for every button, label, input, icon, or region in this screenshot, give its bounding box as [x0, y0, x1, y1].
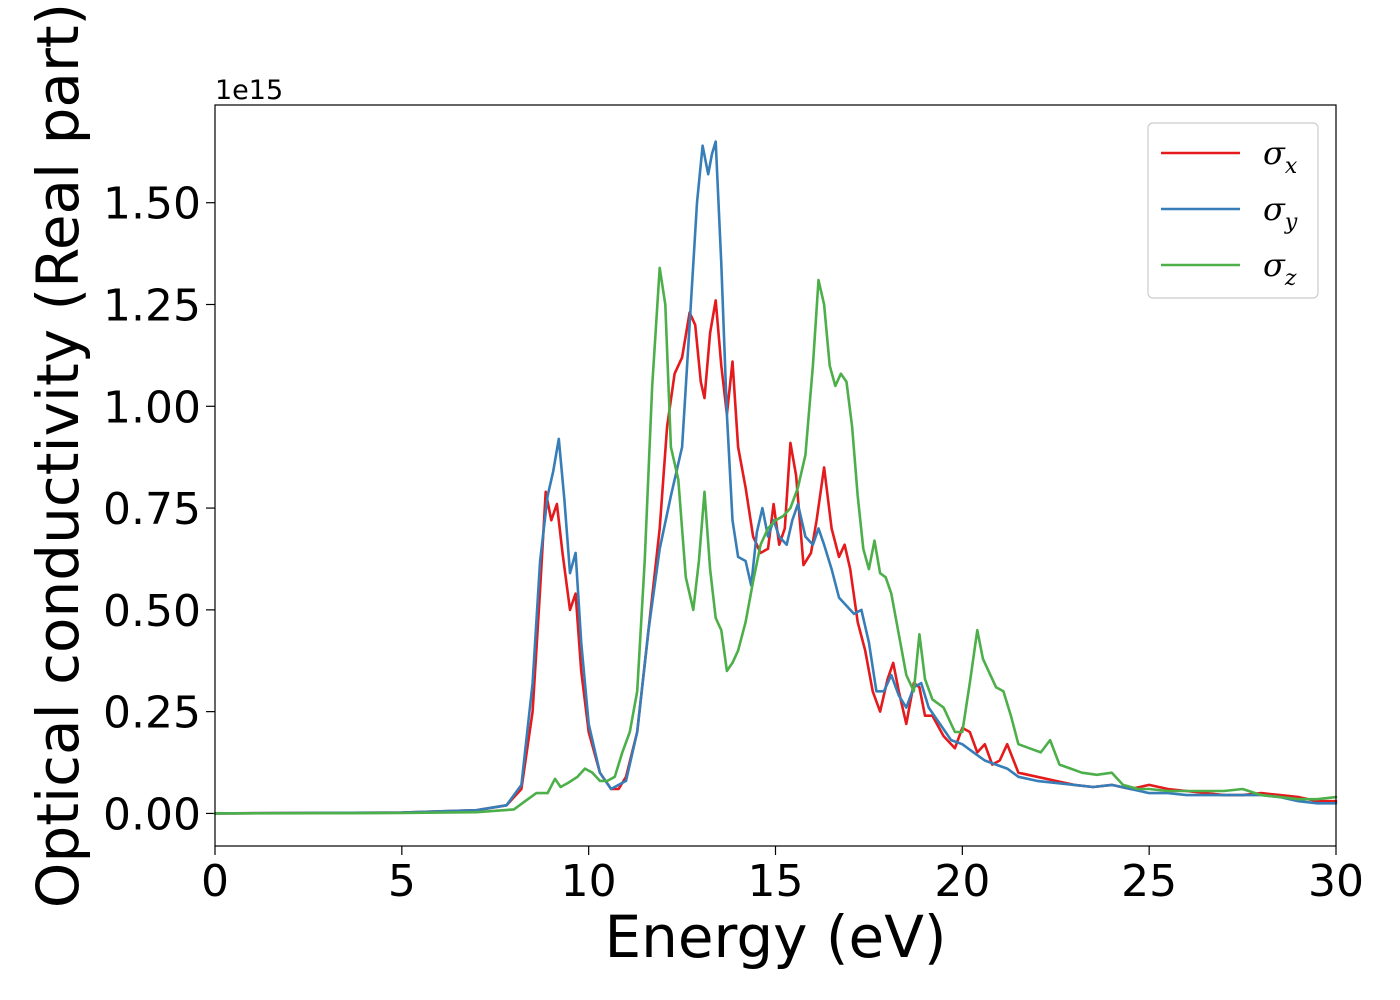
x-tick-label: 15	[748, 856, 804, 907]
y-tick-label: 1.50	[103, 179, 201, 230]
series-line-z	[215, 268, 1336, 814]
y-axis-ticks: 0.00 0.25 0.50 0.75 1.00 1.25 1.50	[103, 179, 215, 841]
y-tick-label: 0.25	[103, 688, 201, 739]
x-tick-label: 0	[201, 856, 229, 907]
y-axis-label: Optical conductivity (Real part)	[24, 3, 92, 908]
x-tick-label: 30	[1308, 856, 1364, 907]
x-tick-label: 25	[1121, 856, 1177, 907]
x-axis-ticks: 0 5 10 15 20 25 30	[201, 846, 1364, 907]
x-tick-label: 20	[934, 856, 990, 907]
x-tick-label: 5	[388, 856, 416, 907]
y-tick-label: 1.00	[103, 382, 201, 433]
x-axis-label: Energy (eV)	[604, 903, 946, 971]
x-tick-label: 10	[561, 856, 617, 907]
y-tick-label: 0.50	[103, 586, 201, 637]
y-tick-label: 1.25	[103, 281, 201, 332]
y-tick-label: 0.75	[103, 484, 201, 535]
y-tick-label: 0.00	[103, 789, 201, 840]
y-offset-label: 1e15	[215, 75, 283, 106]
series-line-x	[215, 300, 1336, 813]
